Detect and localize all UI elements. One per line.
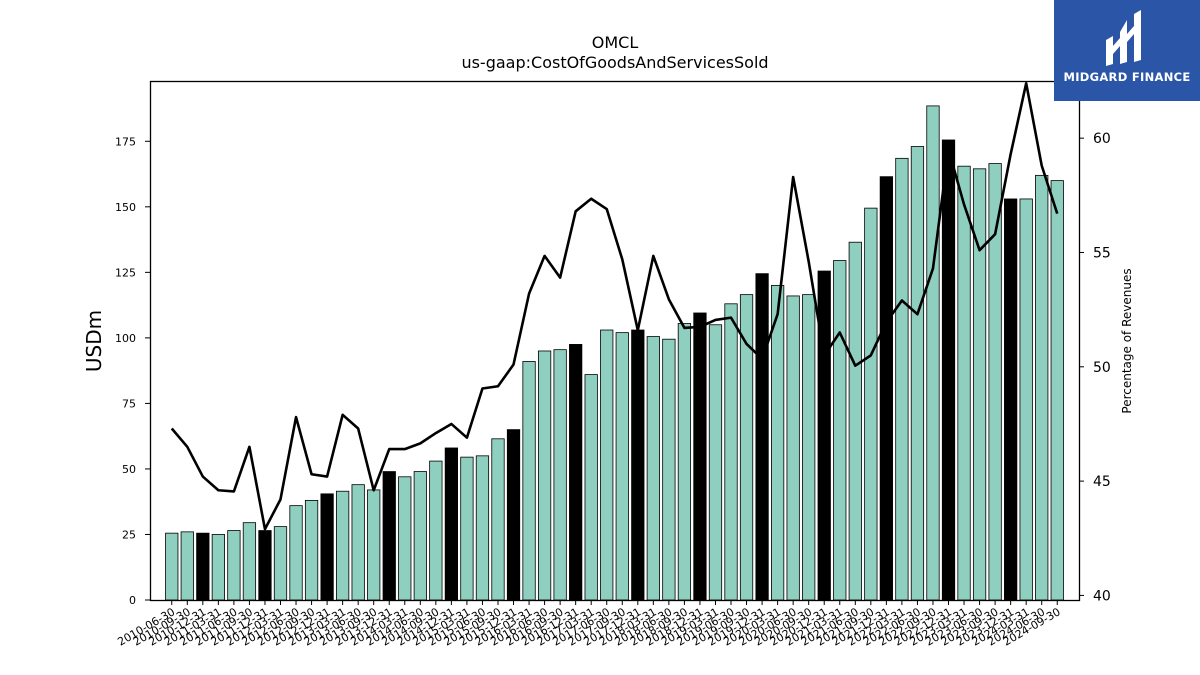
left-tick-label: 75	[122, 397, 136, 410]
bar	[708, 324, 723, 601]
bar	[584, 374, 598, 601]
right-tick-label: 60	[1093, 131, 1111, 147]
bar	[895, 157, 909, 601]
bar	[662, 338, 676, 601]
line-series-path	[170, 81, 1059, 531]
bar	[242, 522, 257, 601]
right-tick-label: 50	[1093, 360, 1111, 376]
bar	[817, 270, 831, 601]
bar	[553, 349, 567, 601]
bars	[165, 105, 1064, 601]
bar	[910, 146, 925, 601]
bar	[631, 329, 645, 601]
axes	[149, 80, 1081, 602]
logo-text: MIDGARD FINANCE	[1063, 70, 1191, 84]
bar	[304, 499, 319, 601]
bar	[569, 344, 583, 601]
bar	[180, 531, 194, 601]
bar	[1019, 198, 1033, 601]
left-tick-label: 100	[115, 332, 136, 345]
left-tick-label: 150	[115, 201, 136, 214]
bar	[537, 350, 552, 601]
bar	[1035, 174, 1049, 601]
bar	[351, 484, 365, 601]
left-tick-label: 0	[129, 594, 136, 607]
left-tick-label: 50	[122, 463, 136, 476]
bar	[289, 505, 303, 601]
bar	[211, 534, 225, 601]
logo-mark-icon	[1106, 10, 1141, 66]
bar	[941, 139, 956, 601]
bar	[802, 294, 816, 601]
bar	[693, 312, 707, 601]
bar	[165, 532, 179, 601]
right-axis-ticks: 40 45 50 55 60	[1079, 131, 1111, 604]
bar	[615, 332, 629, 601]
bar	[677, 323, 692, 601]
right-tick-label: 45	[1093, 474, 1111, 490]
bar	[522, 361, 536, 601]
left-tick-label: 175	[115, 135, 136, 148]
bar	[724, 303, 738, 601]
y-axis-label: USDm	[82, 310, 106, 372]
bar	[413, 471, 427, 601]
bar	[1004, 198, 1018, 601]
bar	[739, 294, 754, 601]
bar	[336, 490, 350, 601]
bar	[600, 329, 614, 601]
bar	[460, 456, 474, 601]
bar	[926, 105, 940, 601]
bar	[755, 273, 769, 601]
bar	[444, 447, 459, 601]
bar	[646, 336, 660, 601]
bar	[382, 471, 396, 601]
bar	[367, 489, 381, 601]
bar	[879, 176, 893, 601]
bar	[227, 530, 241, 601]
bar	[833, 260, 847, 601]
bar	[957, 165, 971, 601]
right-tick-label: 40	[1093, 588, 1111, 604]
bar	[771, 285, 785, 601]
x-axis-ticks: 2010-06-302010-09-302010-12-312011-03-31…	[115, 600, 1063, 649]
left-axis-ticks: 0 25 50 75 100 125 150 175	[115, 135, 150, 607]
plot-frame	[149, 80, 1081, 602]
bar	[196, 532, 210, 601]
y-axis-right-label: Percentage of Revenues	[1120, 268, 1134, 413]
bar	[273, 526, 288, 601]
bar	[398, 476, 412, 601]
bar	[429, 460, 443, 601]
bar	[258, 530, 272, 601]
bar	[320, 493, 334, 601]
bar	[864, 207, 878, 601]
chart-title: OMCL	[592, 33, 639, 52]
chart-subtitle: us-gaap:CostOfGoodsAndServicesSold	[461, 53, 768, 72]
bar	[786, 295, 800, 601]
line-series	[170, 81, 1059, 531]
brand-logo: MIDGARD FINANCE	[1054, 0, 1200, 101]
left-tick-label: 125	[115, 266, 136, 279]
bar	[1050, 180, 1064, 601]
bar	[491, 438, 505, 601]
bar	[475, 455, 490, 601]
bar	[848, 241, 862, 601]
left-tick-label: 25	[122, 528, 136, 541]
right-tick-label: 55	[1093, 245, 1111, 261]
bar	[506, 429, 521, 601]
